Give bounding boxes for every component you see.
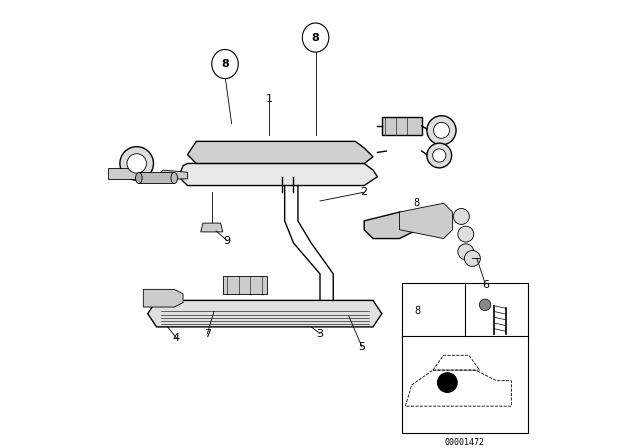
Text: 7: 7 <box>204 328 211 339</box>
Circle shape <box>479 299 491 310</box>
Polygon shape <box>201 223 223 232</box>
Circle shape <box>427 116 456 145</box>
Ellipse shape <box>136 172 142 184</box>
Polygon shape <box>223 276 267 294</box>
FancyBboxPatch shape <box>402 283 527 433</box>
Polygon shape <box>108 168 137 179</box>
Polygon shape <box>179 164 378 185</box>
Text: 4: 4 <box>173 333 180 343</box>
Ellipse shape <box>212 49 238 79</box>
Polygon shape <box>364 212 417 238</box>
Circle shape <box>458 226 474 242</box>
Circle shape <box>438 373 457 392</box>
Polygon shape <box>148 301 382 327</box>
Circle shape <box>120 146 154 180</box>
Text: 8: 8 <box>312 33 319 43</box>
Text: 00001472: 00001472 <box>445 438 484 447</box>
Ellipse shape <box>171 172 177 184</box>
Circle shape <box>458 244 474 260</box>
Text: 2: 2 <box>360 187 368 197</box>
Text: 6: 6 <box>482 280 489 290</box>
Circle shape <box>433 149 446 162</box>
Circle shape <box>433 122 449 138</box>
Polygon shape <box>139 172 174 183</box>
Text: 5: 5 <box>358 342 365 352</box>
Ellipse shape <box>302 23 329 52</box>
Text: 8: 8 <box>221 59 229 69</box>
Text: 9: 9 <box>223 236 231 246</box>
Text: 8: 8 <box>414 306 420 316</box>
Circle shape <box>453 208 469 224</box>
Polygon shape <box>188 142 373 164</box>
Polygon shape <box>382 117 422 135</box>
Text: 8: 8 <box>414 198 420 208</box>
Text: 3: 3 <box>317 328 323 339</box>
Circle shape <box>127 154 147 173</box>
Polygon shape <box>143 289 183 307</box>
Circle shape <box>465 250 481 267</box>
Polygon shape <box>399 203 452 238</box>
Polygon shape <box>161 170 188 179</box>
Circle shape <box>427 143 452 168</box>
Text: 1: 1 <box>266 95 273 104</box>
